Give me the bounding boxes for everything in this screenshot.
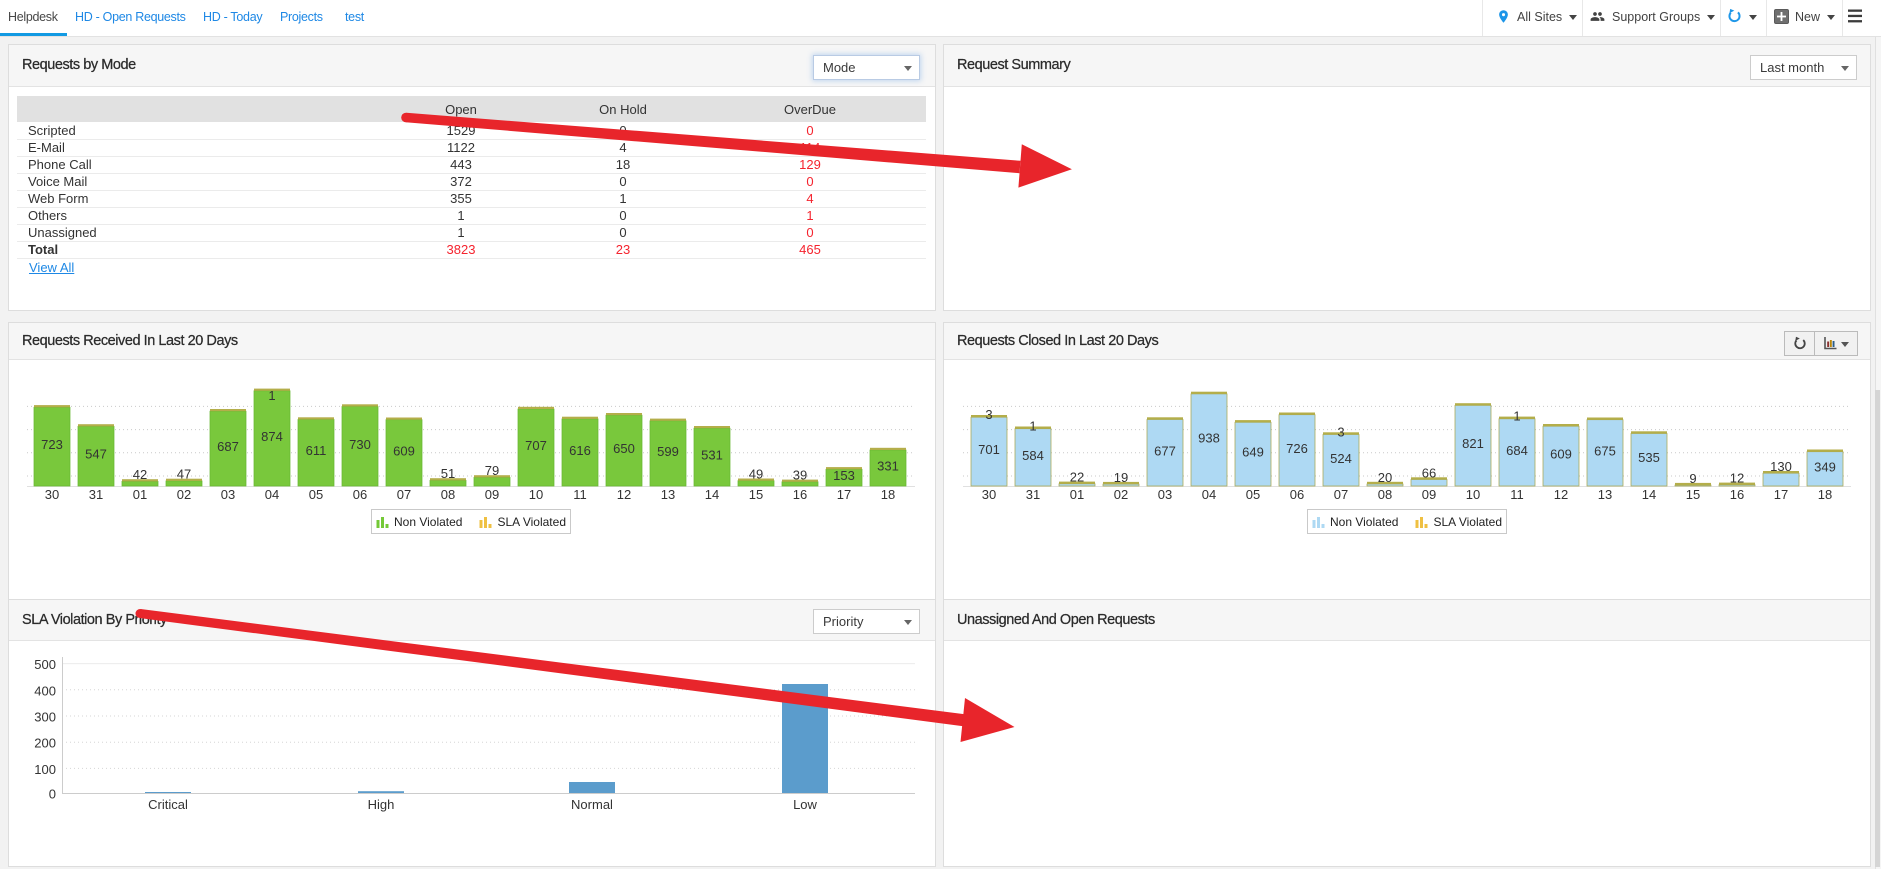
svg-text:400: 400 [34, 683, 56, 698]
svg-text:06: 06 [1290, 487, 1304, 502]
svg-text:07: 07 [397, 487, 411, 502]
svg-text:349: 349 [1814, 459, 1836, 474]
svg-text:300: 300 [34, 710, 56, 725]
svg-text:01: 01 [1070, 487, 1084, 502]
svg-text:09: 09 [1422, 487, 1436, 502]
svg-text:0: 0 [49, 787, 56, 802]
svg-text:31: 31 [1026, 487, 1040, 502]
svg-text:47: 47 [177, 467, 191, 482]
svg-text:30: 30 [982, 487, 996, 502]
svg-text:49: 49 [749, 467, 763, 482]
svg-text:Critical: Critical [148, 797, 188, 812]
svg-text:11: 11 [1510, 487, 1524, 502]
svg-text:15: 15 [749, 487, 763, 502]
svg-text:18: 18 [881, 487, 895, 502]
svg-text:17: 17 [1774, 487, 1788, 502]
svg-text:1: 1 [1029, 419, 1036, 434]
svg-text:High: High [368, 797, 395, 812]
svg-text:39: 39 [793, 468, 807, 483]
svg-text:611: 611 [306, 443, 327, 458]
svg-text:707: 707 [525, 438, 547, 453]
svg-text:730: 730 [349, 437, 371, 452]
svg-text:200: 200 [34, 736, 56, 751]
svg-text:15: 15 [1686, 487, 1700, 502]
svg-text:06: 06 [353, 487, 367, 502]
svg-text:3: 3 [985, 407, 992, 422]
svg-text:05: 05 [309, 487, 323, 502]
svg-text:3: 3 [1337, 424, 1344, 439]
svg-text:675: 675 [1594, 443, 1616, 458]
svg-text:584: 584 [1022, 448, 1044, 463]
svg-text:16: 16 [793, 487, 807, 502]
svg-text:609: 609 [393, 443, 415, 458]
svg-text:535: 535 [1638, 450, 1660, 465]
svg-text:51: 51 [441, 466, 455, 481]
svg-text:08: 08 [1378, 487, 1392, 502]
svg-text:938: 938 [1198, 430, 1220, 445]
svg-text:723: 723 [41, 437, 63, 452]
svg-text:04: 04 [265, 487, 279, 502]
svg-text:17: 17 [837, 487, 851, 502]
svg-text:9: 9 [1689, 471, 1696, 486]
svg-text:22: 22 [1070, 470, 1084, 485]
svg-text:31: 31 [89, 487, 103, 502]
svg-text:Normal: Normal [571, 797, 613, 812]
svg-text:20: 20 [1378, 470, 1392, 485]
svg-text:821: 821 [1462, 436, 1484, 451]
svg-text:01: 01 [133, 487, 147, 502]
svg-text:18: 18 [1818, 487, 1832, 502]
svg-text:16: 16 [1730, 487, 1744, 502]
svg-text:12: 12 [617, 487, 631, 502]
svg-text:04: 04 [1202, 487, 1216, 502]
svg-text:09: 09 [485, 487, 499, 502]
svg-text:02: 02 [1114, 487, 1128, 502]
svg-text:677: 677 [1154, 443, 1176, 458]
svg-text:14: 14 [1642, 487, 1656, 502]
svg-text:14: 14 [705, 487, 719, 502]
svg-text:599: 599 [657, 444, 679, 459]
svg-text:650: 650 [613, 441, 635, 456]
svg-text:08: 08 [441, 487, 455, 502]
svg-text:02: 02 [177, 487, 191, 502]
svg-text:649: 649 [1242, 445, 1264, 460]
svg-text:12: 12 [1554, 487, 1568, 502]
svg-text:153: 153 [833, 468, 855, 483]
svg-text:Low: Low [793, 797, 817, 812]
svg-text:42: 42 [133, 467, 147, 482]
svg-text:13: 13 [661, 487, 675, 502]
svg-text:331: 331 [877, 459, 899, 474]
svg-text:609: 609 [1550, 447, 1572, 462]
svg-text:726: 726 [1286, 441, 1308, 456]
svg-text:19: 19 [1114, 470, 1128, 485]
svg-text:13: 13 [1598, 487, 1612, 502]
svg-text:687: 687 [217, 439, 239, 454]
svg-text:07: 07 [1334, 487, 1348, 502]
svg-text:1: 1 [268, 388, 275, 403]
svg-text:874: 874 [261, 429, 283, 444]
svg-text:10: 10 [529, 487, 543, 502]
svg-text:10: 10 [1466, 487, 1480, 502]
svg-text:12: 12 [1730, 471, 1744, 486]
svg-text:524: 524 [1330, 451, 1352, 466]
svg-text:30: 30 [45, 487, 59, 502]
svg-text:130: 130 [1770, 459, 1792, 474]
svg-text:500: 500 [34, 657, 56, 672]
svg-text:03: 03 [1158, 487, 1172, 502]
svg-text:616: 616 [569, 443, 591, 458]
svg-text:11: 11 [573, 487, 587, 502]
svg-text:05: 05 [1246, 487, 1260, 502]
svg-text:79: 79 [485, 463, 499, 478]
svg-text:1: 1 [1513, 409, 1520, 424]
svg-text:100: 100 [34, 762, 56, 777]
svg-text:701: 701 [978, 442, 1000, 457]
svg-text:531: 531 [701, 448, 723, 463]
svg-text:547: 547 [85, 447, 107, 462]
svg-text:684: 684 [1506, 443, 1528, 458]
svg-text:66: 66 [1422, 465, 1436, 480]
svg-text:03: 03 [221, 487, 235, 502]
